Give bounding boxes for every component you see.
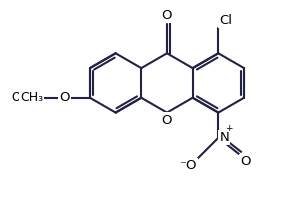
Text: O: O	[240, 155, 251, 168]
Text: OCH₃: OCH₃	[11, 91, 42, 104]
Text: ⁻O: ⁻O	[179, 160, 197, 172]
Text: N: N	[219, 131, 229, 144]
Text: +: +	[225, 124, 232, 133]
Text: O: O	[60, 91, 70, 104]
Text: O: O	[162, 9, 172, 22]
Text: O: O	[162, 113, 172, 126]
Text: Cl: Cl	[219, 14, 232, 27]
Text: CH₃: CH₃	[20, 91, 43, 104]
